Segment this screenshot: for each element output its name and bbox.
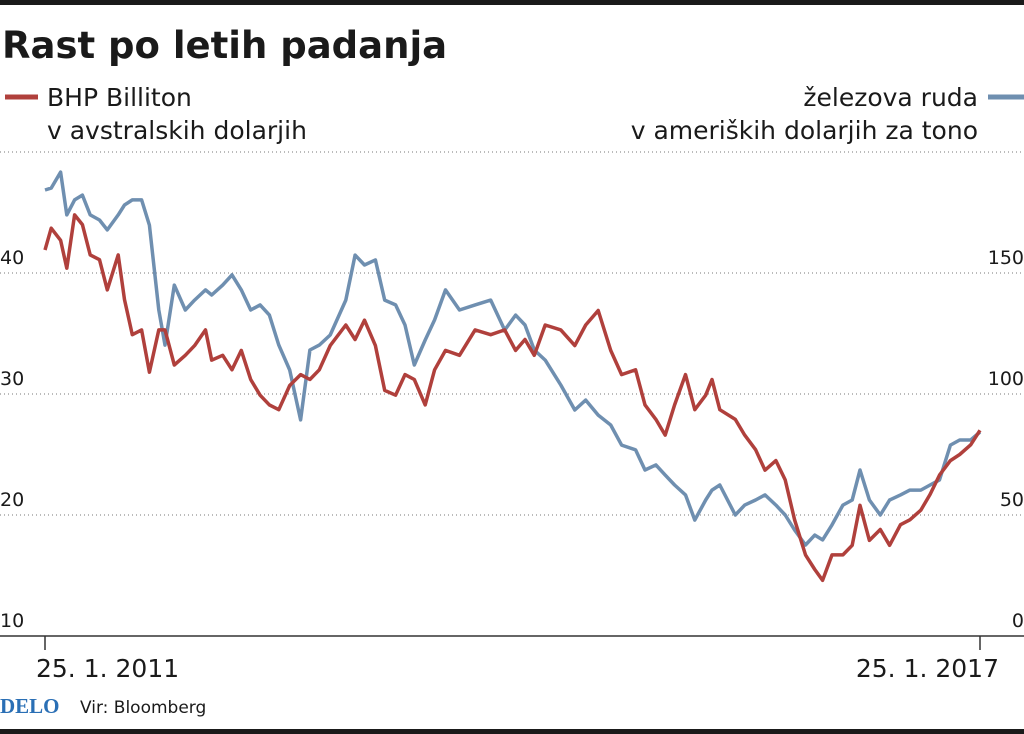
y-tick-label: 20 [0,489,24,511]
brand: DELO [0,694,60,718]
source: Vir: Bloomberg [80,698,206,718]
y-tick-label: 10 [0,610,24,632]
y2-axis-label: v ameriških dolarjih za tono [631,116,978,145]
x-tick-label: 25. 1. 2011 [36,654,179,683]
y2-tick-label: 50 [1000,489,1024,511]
legend-label: BHP Billiton [47,83,192,112]
y-tick-label: 30 [0,368,24,390]
legend-label: železova ruda [803,83,978,112]
y-tick-label: 40 [0,247,24,269]
bottom-rule [0,729,1024,734]
line-series [43,213,982,583]
line-series [44,170,982,547]
y2-tick-label: 100 [988,368,1024,390]
y-axis-label: v avstralskih dolarjih [47,116,307,145]
x-tick-label: 25. 1. 2017 [856,654,999,683]
chart-title: Rast po letih padanja [2,24,447,67]
y2-tick-label: 0 [1012,610,1024,632]
y2-tick-label: 150 [988,247,1024,269]
top-rule [0,0,1024,5]
